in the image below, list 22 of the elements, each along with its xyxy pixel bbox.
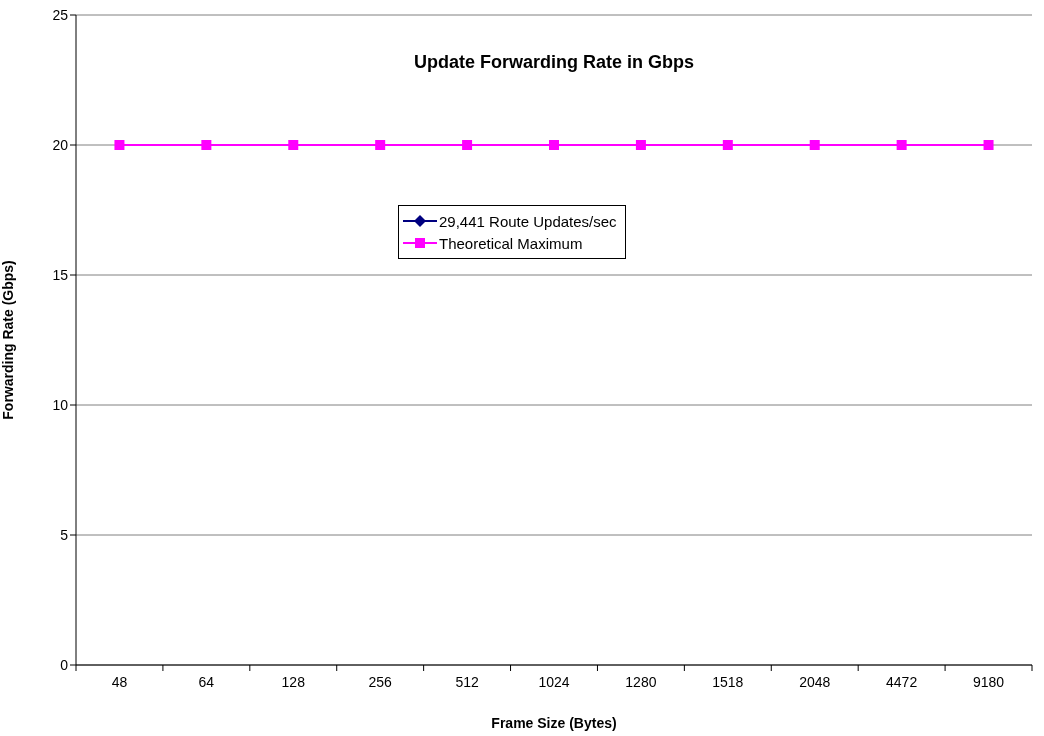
x-tick-label: 64 (198, 674, 215, 690)
x-tick-label: 9180 (972, 674, 1005, 690)
legend-label: Theoretical Maximum (439, 234, 583, 252)
y-tick-label: 10 (52, 396, 69, 413)
y-tick-label: 0 (60, 656, 69, 673)
text: Update Forwarding Rate in Gbps (413, 52, 695, 73)
x-tick-label: 256 (368, 674, 393, 690)
y-tick-label: 5 (60, 526, 69, 543)
x-tick-label: 1024 (538, 674, 570, 690)
x-tick-label: 1518 (712, 674, 744, 690)
x-tick-label: 512 (455, 674, 479, 690)
legend-label: 29,441 Route Updates/sec (439, 212, 617, 230)
y-tick-label: 25 (52, 6, 69, 23)
x-axis-title: Frame Size (Bytes) (491, 715, 617, 731)
x-tick-label: 4472 (886, 674, 918, 690)
y-tick-label: 15 (52, 266, 69, 283)
x-tick-label: 128 (281, 674, 306, 690)
x-tick-label: 48 (111, 674, 128, 690)
y-axis-title: Forwarding Rate (Gbps) (0, 260, 16, 420)
x-tick-label: 1280 (625, 674, 657, 690)
y-tick-label: 20 (52, 136, 69, 153)
x-tick-label: 2048 (799, 674, 831, 690)
